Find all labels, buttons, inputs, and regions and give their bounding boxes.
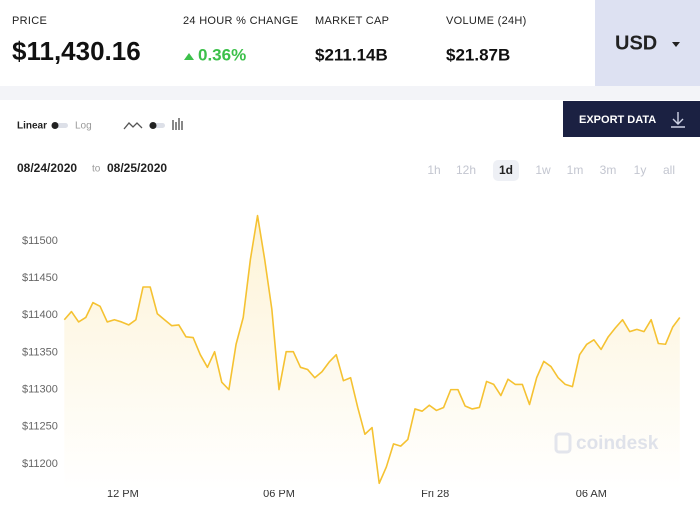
y-tick-label: $11400 [22, 309, 58, 321]
download-icon [671, 112, 685, 128]
range-button[interactable]: 1m [567, 163, 584, 177]
price-line [63, 214, 681, 485]
stat-label: MARKET CAP [315, 15, 389, 27]
x-tick-label: 12 PM [107, 488, 139, 500]
scale-linear[interactable]: Linear [17, 121, 47, 132]
x-tick-label: Fri 28 [421, 488, 449, 500]
x-tick-label: 06 PM [263, 488, 295, 500]
scale-log[interactable]: Log [75, 121, 92, 132]
stat-value: $11,430.16 [12, 36, 141, 66]
y-tick-label: $11500 [22, 235, 58, 247]
range-buttons: 1h 12h 1d 1w 1m 3m 1y all [427, 160, 675, 181]
stat-label: VOLUME (24H) [446, 15, 527, 27]
stat-value: $211.14B [315, 45, 388, 64]
line-icon[interactable] [123, 122, 143, 130]
toggle-knob [149, 122, 157, 129]
toggle-knob [51, 122, 59, 129]
stat-label: PRICE [12, 15, 47, 27]
currency[interactable]: USD [615, 32, 657, 54]
date-from: 08/24/2020 [17, 161, 77, 175]
y-tick-label: $11250 [22, 421, 58, 433]
candle-icon[interactable] [172, 118, 183, 130]
date-to: 08/25/2020 [107, 161, 167, 175]
range-button[interactable]: 3m [600, 163, 617, 177]
watermark-logo [554, 432, 572, 454]
date-separator: to [92, 164, 101, 175]
y-tick-label: $11300 [22, 384, 58, 396]
range-selected [493, 160, 519, 181]
range-button[interactable]: 1d [499, 163, 513, 177]
up-arrow [184, 53, 194, 60]
y-tick-label: $11350 [22, 346, 58, 358]
watermark: coindesk [576, 433, 659, 454]
stat-value: $21.87B [446, 45, 510, 64]
range-button[interactable]: 12h [456, 163, 476, 177]
y-tick-label: $11450 [22, 272, 58, 284]
y-tick-label: $11200 [22, 458, 58, 470]
range-button[interactable]: all [663, 163, 675, 177]
stat-label: 24 HOUR % CHANGE [183, 15, 298, 27]
range-button[interactable]: 1h [427, 163, 440, 177]
range-button[interactable]: 1y [634, 163, 647, 177]
separator [0, 86, 700, 100]
export-button[interactable] [563, 101, 700, 137]
currency-selector[interactable] [595, 0, 700, 86]
export-label[interactable]: EXPORT DATA [579, 114, 656, 126]
x-tick-label: 06 AM [576, 488, 607, 500]
stat-value: 0.36% [198, 45, 246, 64]
area-fill [64, 215, 680, 490]
range-button[interactable]: 1w [535, 163, 551, 177]
caret [672, 42, 680, 47]
